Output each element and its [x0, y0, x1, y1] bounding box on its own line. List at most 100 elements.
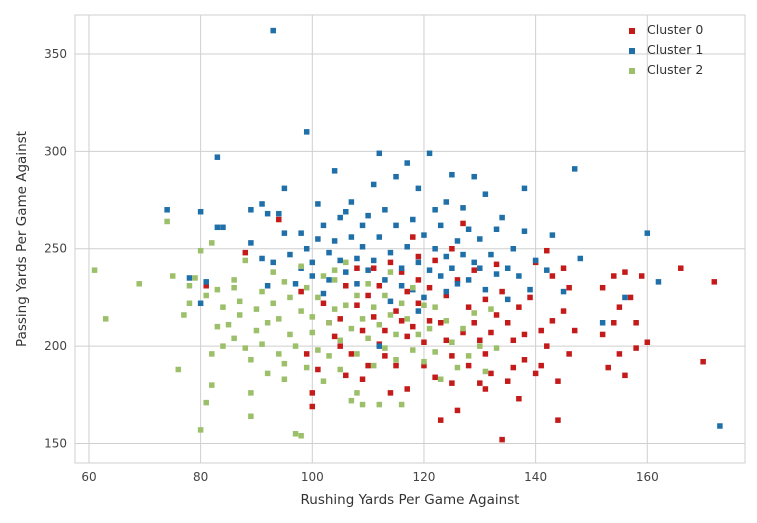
- data-point-cluster-1: [482, 191, 489, 197]
- data-point-cluster-1: [331, 168, 338, 174]
- data-point-cluster-0: [504, 320, 511, 326]
- data-point-cluster-0: [404, 386, 410, 392]
- data-point-cluster-2: [292, 343, 299, 349]
- data-point-cluster-0: [510, 364, 517, 371]
- data-point-cluster-0: [343, 283, 349, 289]
- data-point-cluster-2: [303, 284, 310, 291]
- data-point-cluster-2: [186, 283, 193, 289]
- data-point-cluster-1: [493, 271, 500, 277]
- data-point-cluster-2: [387, 312, 394, 318]
- data-point-cluster-0: [365, 362, 371, 369]
- data-point-cluster-2: [387, 269, 394, 275]
- data-point-cluster-2: [488, 306, 494, 312]
- data-point-cluster-1: [432, 245, 438, 252]
- x-tick-label: 120: [413, 470, 436, 484]
- data-point-cluster-1: [493, 226, 500, 233]
- data-point-cluster-2: [382, 292, 388, 299]
- data-point-cluster-2: [136, 281, 142, 287]
- data-point-cluster-1: [276, 210, 282, 217]
- data-point-cluster-0: [315, 366, 321, 373]
- data-point-cluster-0: [437, 417, 444, 423]
- data-point-cluster-2: [259, 288, 265, 295]
- data-point-cluster-1: [298, 230, 304, 236]
- data-point-cluster-1: [510, 245, 517, 252]
- data-point-cluster-0: [499, 436, 505, 443]
- data-point-cluster-0: [521, 331, 528, 338]
- data-point-cluster-0: [488, 370, 494, 377]
- data-point-cluster-1: [577, 255, 584, 262]
- data-point-cluster-1: [393, 173, 399, 180]
- data-point-cluster-0: [337, 343, 343, 349]
- y-tick-label: 350: [44, 47, 67, 61]
- data-point-cluster-0: [343, 372, 349, 379]
- data-point-cluster-0: [616, 304, 623, 310]
- y-tick-label: 300: [44, 144, 67, 158]
- data-point-cluster-1: [560, 288, 567, 295]
- data-point-cluster-1: [398, 283, 405, 289]
- data-point-cluster-0: [571, 327, 578, 334]
- data-point-cluster-1: [376, 234, 383, 240]
- data-point-cluster-1: [203, 279, 209, 285]
- data-point-cluster-2: [315, 347, 321, 353]
- data-point-cluster-1: [432, 207, 438, 213]
- data-point-cluster-2: [432, 349, 438, 355]
- data-point-cluster-2: [331, 306, 338, 312]
- data-point-cluster-2: [169, 273, 176, 279]
- data-point-cluster-0: [382, 327, 388, 334]
- data-point-cluster-2: [248, 357, 254, 363]
- data-point-cluster-1: [292, 281, 299, 287]
- x-tick-label: 100: [301, 470, 324, 484]
- data-point-cluster-0: [700, 358, 706, 365]
- data-point-cluster-2: [287, 331, 293, 338]
- data-point-cluster-0: [493, 261, 500, 268]
- data-point-cluster-2: [359, 316, 366, 322]
- data-point-cluster-0: [443, 292, 450, 299]
- data-point-cluster-1: [303, 129, 310, 135]
- data-point-cluster-2: [253, 306, 260, 312]
- data-point-cluster-0: [627, 294, 634, 301]
- data-point-cluster-2: [460, 325, 466, 332]
- data-point-cluster-1: [532, 257, 539, 264]
- data-point-cluster-0: [398, 318, 405, 324]
- data-point-cluster-1: [516, 273, 522, 279]
- data-point-cluster-2: [225, 321, 232, 328]
- data-point-cluster-1: [370, 257, 377, 264]
- data-point-cluster-2: [220, 304, 226, 310]
- legend: Cluster 0 Cluster 1 Cluster 2: [629, 22, 703, 77]
- data-point-cluster-0: [382, 353, 388, 359]
- data-point-cluster-1: [477, 236, 483, 242]
- data-point-cluster-0: [359, 376, 366, 382]
- legend-marker-cluster-0: [629, 28, 635, 34]
- data-point-cluster-1: [482, 286, 489, 293]
- plot-area: [74, 14, 746, 464]
- data-point-cluster-1: [571, 166, 578, 172]
- data-point-cluster-2: [382, 345, 388, 351]
- data-point-cluster-0: [633, 320, 639, 326]
- data-point-cluster-1: [449, 265, 455, 271]
- data-point-cluster-1: [454, 281, 461, 287]
- data-point-cluster-0: [387, 390, 394, 396]
- data-point-cluster-2: [315, 294, 321, 301]
- data-point-cluster-2: [471, 310, 477, 316]
- data-point-cluster-1: [359, 244, 366, 250]
- data-point-cluster-0: [622, 372, 628, 379]
- data-point-cluster-0: [298, 288, 304, 295]
- data-point-cluster-2: [337, 366, 343, 373]
- data-point-cluster-2: [248, 390, 254, 396]
- data-point-cluster-2: [236, 298, 243, 305]
- data-point-cluster-2: [197, 247, 204, 254]
- data-point-cluster-2: [186, 300, 193, 307]
- data-point-cluster-1: [264, 210, 271, 217]
- data-point-cluster-2: [354, 292, 360, 299]
- data-point-cluster-2: [354, 390, 360, 396]
- data-point-cluster-2: [393, 331, 399, 338]
- data-point-cluster-0: [510, 337, 517, 344]
- data-point-cluster-0: [432, 257, 438, 264]
- data-point-cluster-0: [477, 380, 483, 386]
- x-tick-label: 60: [81, 470, 96, 484]
- data-point-cluster-1: [309, 259, 316, 266]
- data-point-cluster-0: [605, 364, 611, 371]
- data-point-cluster-0: [359, 327, 366, 334]
- data-point-cluster-2: [320, 273, 327, 279]
- data-point-cluster-1: [370, 181, 377, 188]
